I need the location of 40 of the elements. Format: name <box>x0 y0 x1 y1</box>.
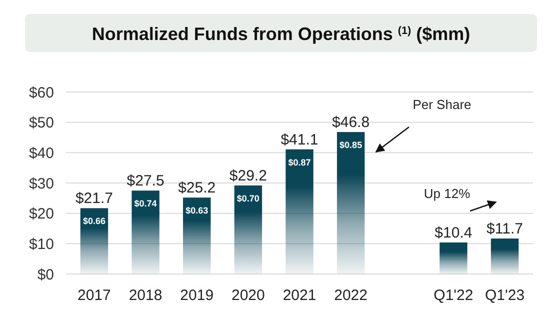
y-tick-label: $30 <box>28 175 54 192</box>
bar <box>490 238 519 274</box>
x-tick-label: 2019 <box>180 287 214 304</box>
x-tick-label: 2020 <box>231 287 265 304</box>
annotation: $0.66 <box>82 216 106 226</box>
data-label: $29.2 <box>229 167 267 184</box>
bar <box>234 185 262 274</box>
data-label: $21.7 <box>75 190 113 208</box>
x-tick-label: 2017 <box>78 287 111 304</box>
y-tick-label: $60 <box>28 84 54 102</box>
x-tick-label: 2022 <box>334 287 368 304</box>
data-label: $27.5 <box>126 172 164 190</box>
x-tick-label: 2021 <box>282 287 316 304</box>
data-label: $46.8 <box>332 114 370 132</box>
data-label: $41.1 <box>280 131 318 148</box>
y-tick-label: $40 <box>28 144 54 162</box>
bar <box>286 149 314 274</box>
bar <box>132 190 160 274</box>
y-tick-label: $0 <box>37 266 54 284</box>
y-tick-label: $50 <box>28 114 54 132</box>
data-label: $11.7 <box>486 220 523 238</box>
annotation: $0.63 <box>186 206 208 216</box>
annotation: Up 12% <box>424 186 471 201</box>
chart-title: Normalized Funds from Operations $^{(1)}$ ($mm) <box>92 24 470 44</box>
y-tick-label: $20 <box>28 206 54 223</box>
annotation: $0.85 <box>340 140 362 150</box>
y-tick-label: $10 <box>28 236 54 253</box>
bar <box>336 132 365 274</box>
annotation: $0.70 <box>236 193 260 204</box>
annotation: $0.87 <box>288 157 311 168</box>
bar <box>80 208 108 274</box>
bar <box>440 242 468 274</box>
data-label: $25.2 <box>178 180 216 197</box>
x-tick-label: 2018 <box>128 287 162 304</box>
annotation: $0.74 <box>134 198 157 209</box>
data-label: $10.4 <box>434 224 472 242</box>
bar <box>183 198 211 274</box>
x-tick-label: Q1'23 <box>484 287 525 304</box>
x-tick-label: Q1'22 <box>434 287 474 304</box>
annotation: Per Share <box>412 97 472 112</box>
